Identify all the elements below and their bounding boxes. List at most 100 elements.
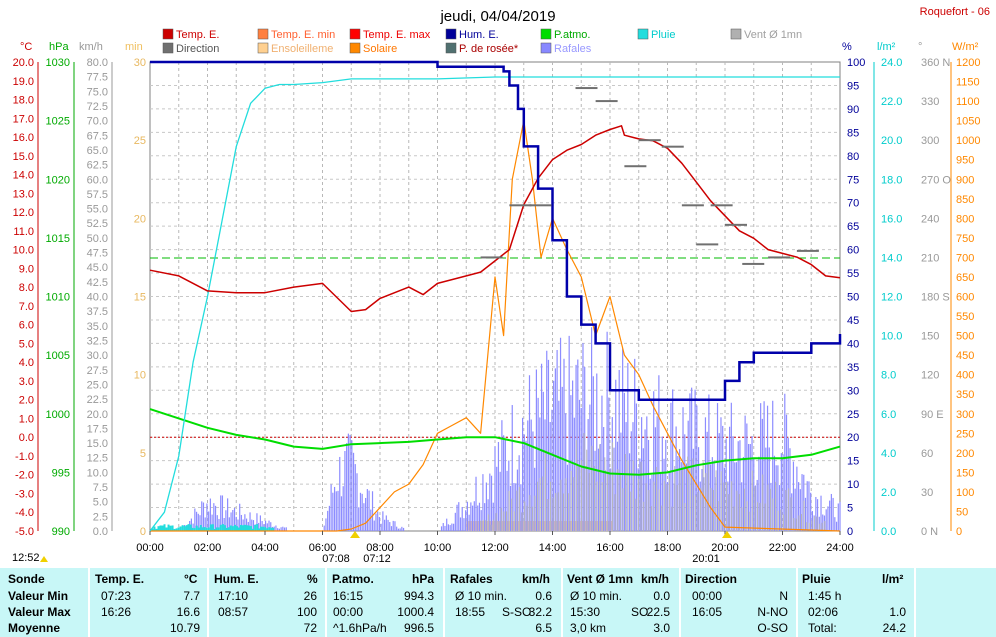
dir-tick: 210 [921, 252, 939, 264]
rain-bar [155, 528, 158, 531]
stats-header-pluie-unit: l/m² [882, 572, 904, 586]
stats-dir-t: 00:00 [692, 589, 723, 603]
temp-tick: 9.0 [19, 263, 34, 275]
hum-tick: 25 [847, 409, 859, 421]
temp-line [149, 125, 841, 313]
x-tick-label: 14:00 [539, 542, 567, 554]
sun-unit: min [125, 41, 143, 53]
direction-mark [681, 204, 704, 207]
rain-bar [175, 528, 178, 531]
x-tick-label: 18:00 [654, 542, 682, 554]
wind-tick: 67.5 [87, 130, 108, 142]
hum-tick: 85 [847, 127, 859, 139]
stats-temp-t: 16:26 [101, 605, 132, 619]
direction-mark [768, 256, 791, 259]
legend-swatch [445, 28, 457, 40]
rain-bar [219, 524, 222, 531]
rain-line [149, 76, 840, 532]
x-tick-label: 10:00 [424, 542, 452, 554]
rain-bar [244, 524, 247, 531]
rain-tick: 22.0 [881, 96, 902, 108]
solar-tick: 350 [956, 389, 974, 401]
direction-mark [509, 204, 532, 207]
wind-tick: 30.0 [87, 350, 108, 362]
wind-tick: 2.5 [93, 511, 108, 523]
solar-tick: 650 [956, 272, 974, 284]
stats-pluie-t: 02:06 [808, 605, 839, 619]
rain-tick: 2.0 [881, 487, 896, 499]
rain-bar [205, 527, 208, 531]
sun-tick: 0 [140, 526, 146, 538]
direction-mark [595, 100, 618, 103]
legend-swatch [162, 28, 174, 40]
rain-bar [207, 527, 210, 531]
temp-tick: 4.0 [19, 357, 34, 369]
x-tick-label: 04:00 [251, 542, 279, 554]
stats-raf-v: 6.5 [535, 621, 552, 635]
rain-bar [229, 525, 232, 531]
solar-tick: 1150 [956, 77, 980, 89]
dir-tick: 30 [921, 487, 933, 499]
hum-tick: 90 [847, 104, 859, 116]
stats-hum-v: 26 [303, 589, 317, 603]
legend-swatch [637, 28, 649, 40]
legend-label: Temp. E. max [363, 29, 431, 41]
rain-bar [161, 525, 164, 531]
wind-tick: 17.5 [87, 423, 108, 435]
stats-pluie-v: 24.2 [882, 621, 906, 635]
hum-tick: 35 [847, 362, 859, 374]
rain-bar [268, 527, 271, 531]
solar-tick: 450 [956, 350, 974, 362]
solar-tick: 950 [956, 155, 974, 167]
press-tick: 1020 [46, 174, 70, 186]
wind-tick: 75.0 [87, 86, 108, 98]
x-tick-label: 22:00 [769, 542, 797, 554]
rain-bar [272, 527, 275, 531]
legend-label: Pluie [651, 29, 675, 41]
stats-header-temp-unit: °C [184, 572, 198, 586]
legend-label: Vent Ø 1mn [744, 29, 802, 41]
rain-bar [239, 524, 242, 531]
rain-bar [260, 526, 263, 531]
temp-tick: 0.0 [19, 432, 34, 444]
hum-tick: 40 [847, 338, 859, 350]
x-tick-label: 20:00 [711, 542, 739, 554]
press-tick: 1010 [46, 292, 70, 304]
hum-tick: 50 [847, 292, 859, 304]
stats-dir-v: N-NO [757, 605, 788, 619]
stats-hum-v: 72 [303, 621, 317, 635]
legend-label: Direction [176, 43, 219, 55]
stats-raf-v: 0.6 [535, 589, 552, 603]
stats-vent-v: 3.0 [653, 621, 670, 635]
rain-bar [209, 524, 212, 531]
hum-tick: 10 [847, 479, 859, 491]
temp-unit: °C [20, 41, 32, 53]
stats-vent-t: 15:30 [570, 605, 601, 619]
dir-tick: 300 [921, 135, 939, 147]
wind-tick: 37.5 [87, 306, 108, 318]
rain-tick: 8.0 [881, 370, 896, 382]
temp-tick: 19.0 [13, 76, 34, 88]
hum-tick: 15 [847, 456, 859, 468]
solar-tick: 250 [956, 428, 974, 440]
station-name: Roquefort - 06 [920, 6, 990, 18]
direction-mark [529, 204, 552, 207]
wind-tick: 47.5 [87, 248, 108, 260]
temp-tick: 13.0 [13, 188, 34, 200]
dir-tick: 0 N [921, 526, 938, 538]
wind-tick: 15.0 [87, 438, 108, 450]
wind-tick: 52.5 [87, 218, 108, 230]
wind-tick: 45.0 [87, 262, 108, 274]
stats-press-t: 16:15 [333, 589, 364, 603]
hum-tick: 70 [847, 198, 859, 210]
weather-chart: jeudi, 04/04/2019 Roquefort - 06 Temp. E… [12, 6, 990, 565]
rain-bar [256, 524, 259, 531]
wind-tick: 27.5 [87, 365, 108, 377]
press-tick: 1005 [46, 350, 70, 362]
temp-tick: 7.0 [19, 301, 34, 313]
stats-vent-m: SO [631, 605, 649, 619]
stats-raf-v: 32.2 [528, 605, 552, 619]
stats-raf-m: S-SO [502, 605, 532, 619]
legend-swatch [445, 42, 457, 54]
rain-bar [203, 527, 206, 531]
